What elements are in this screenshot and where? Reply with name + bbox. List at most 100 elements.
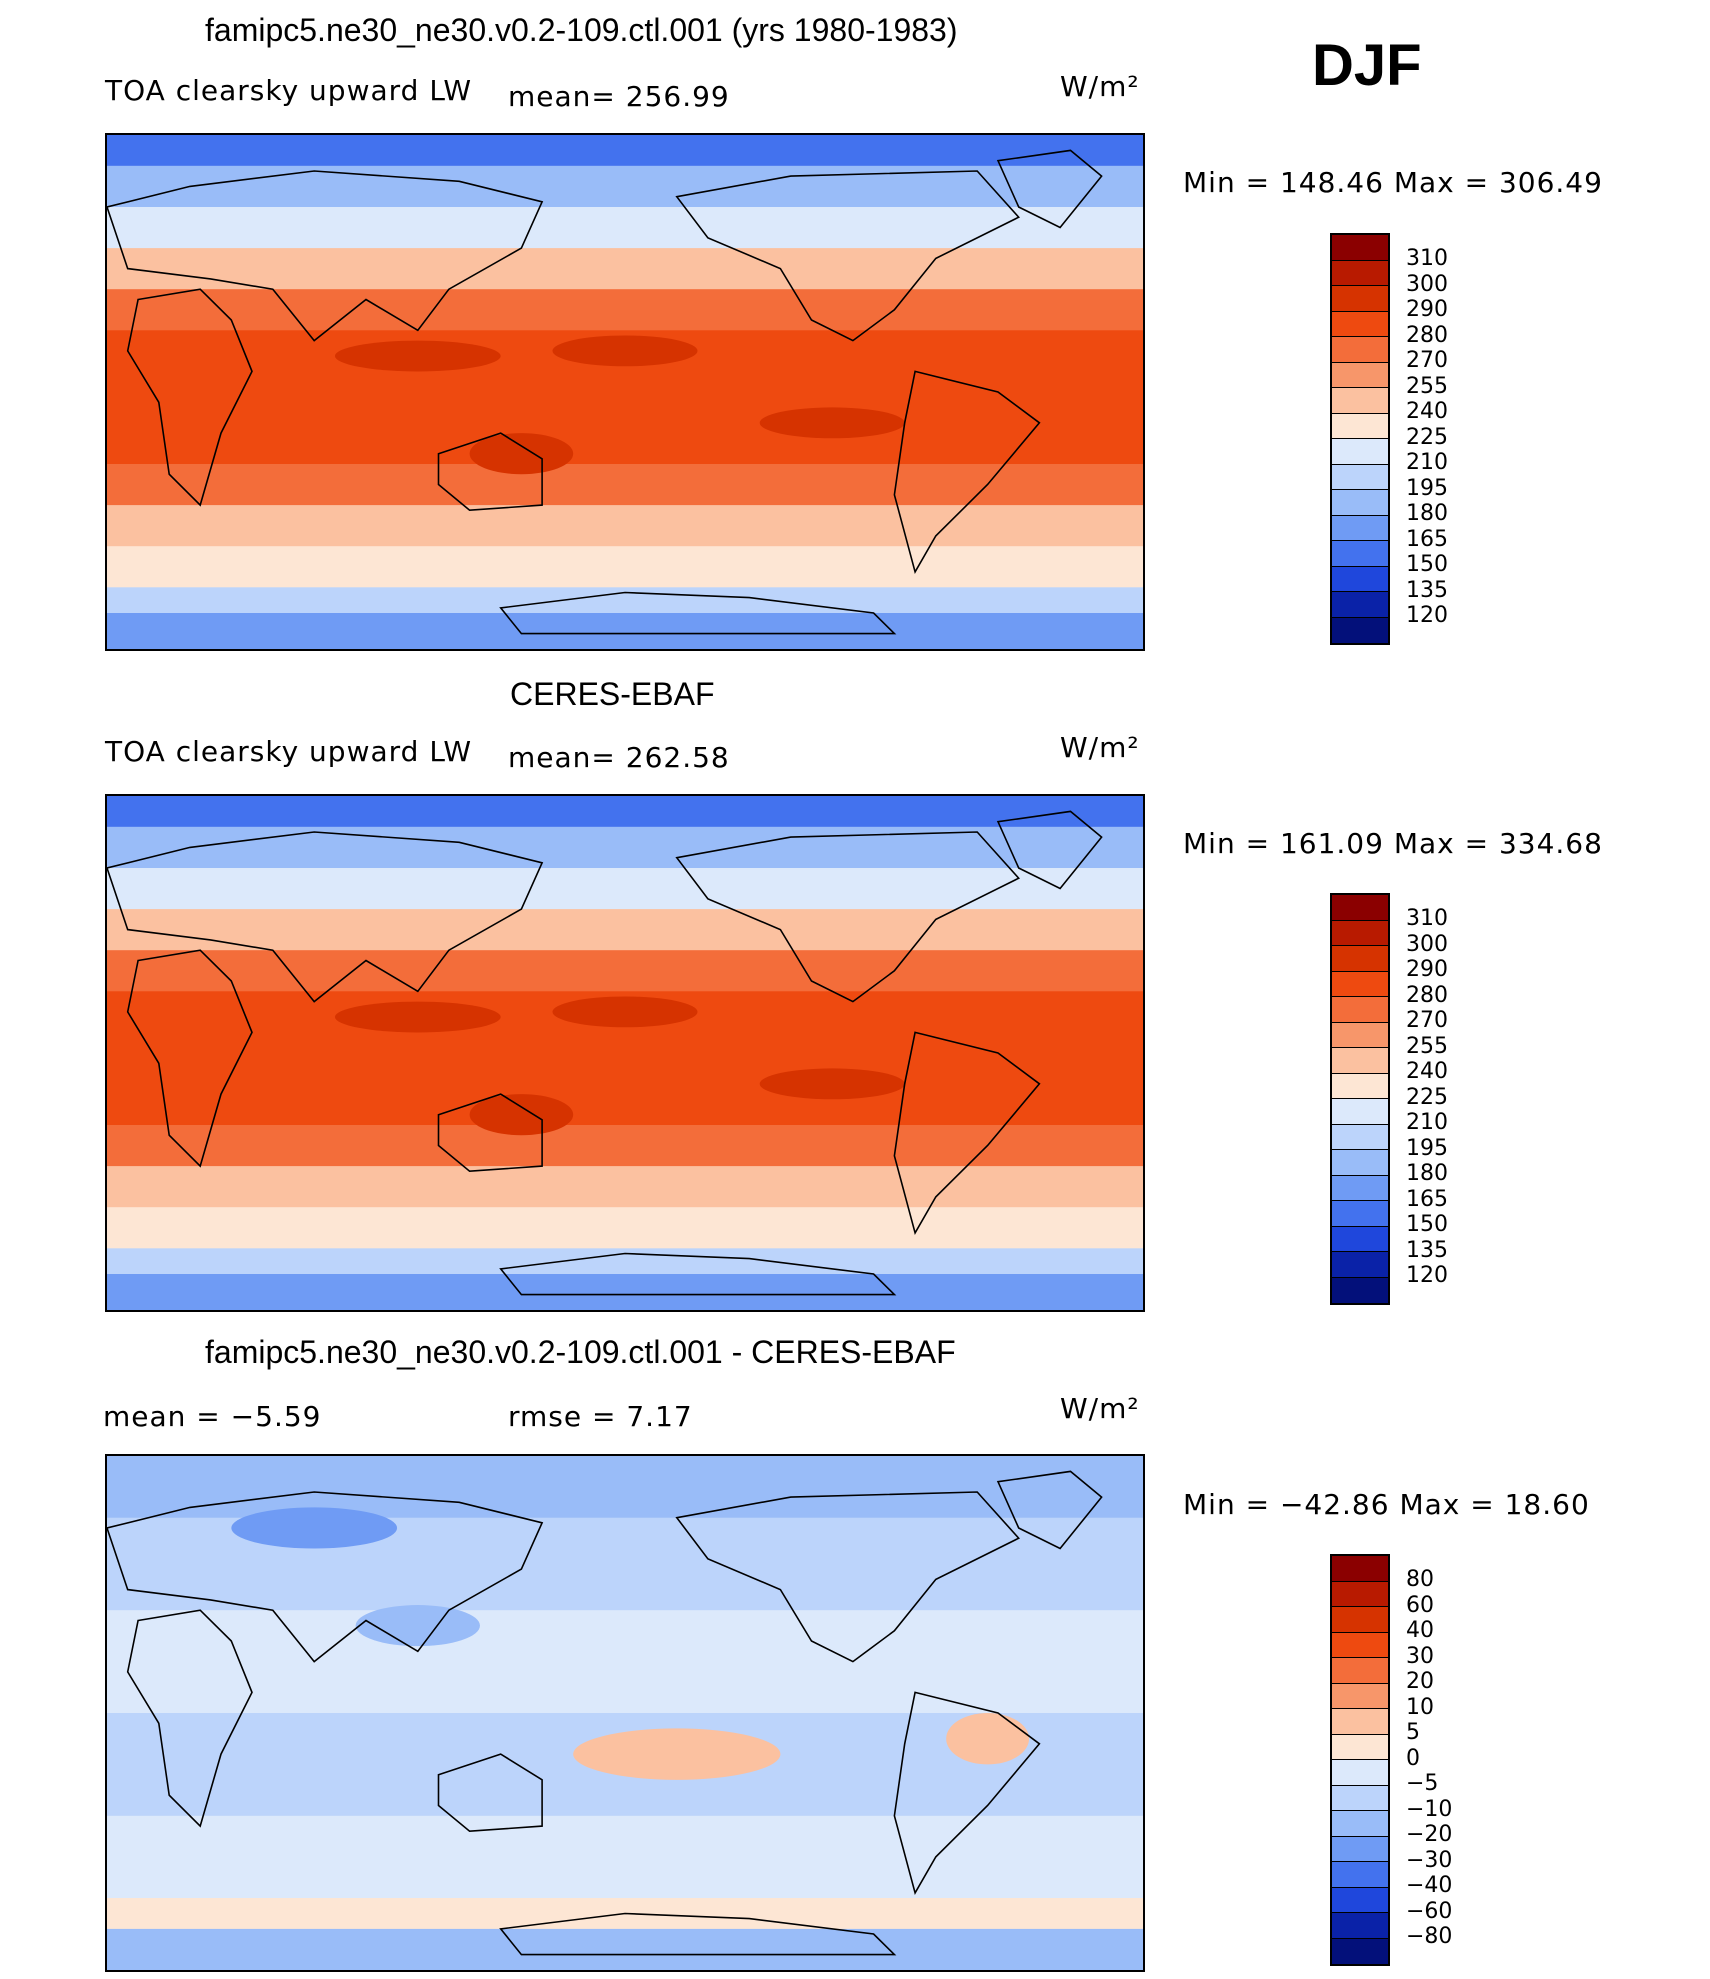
map-field-band: [107, 1248, 1143, 1275]
panel-model-colorbar-labels: 310 300 290 280 270 255 240 225 210 195 180 165 150 1…: [1406, 246, 1448, 629]
map-canvas: [107, 135, 1143, 649]
coastline: [437, 1753, 543, 1833]
panel-obs-variable: TOA clearsky upward LW: [105, 735, 473, 768]
coastline: [675, 831, 1020, 1003]
map-field-band: [107, 165, 1143, 208]
coastline: [893, 370, 1041, 574]
map-field-band: [107, 950, 1143, 993]
map-field-band: [107, 392, 1143, 465]
panel-obs-units: W/m²: [1060, 731, 1140, 764]
coastline: [675, 170, 1020, 342]
map-field-anomaly: [231, 1507, 398, 1549]
colorbar-swatch: [1332, 286, 1388, 312]
map-field-band: [107, 248, 1143, 291]
map-field-band: [107, 1166, 1143, 1209]
map-field-band: [107, 1053, 1143, 1126]
colorbar-swatch: [1332, 1734, 1388, 1760]
coastline: [437, 1093, 543, 1173]
colorbar-tick-label: 40: [1406, 1618, 1434, 1643]
colorbar-tick-label: 10: [1406, 1694, 1434, 1720]
colorbar-swatch: [1332, 1913, 1388, 1939]
colorbar-tick-label: 310: [1406, 246, 1448, 271]
colorbar-swatch: [1332, 566, 1388, 592]
map-field-band: [107, 546, 1143, 589]
colorbar-swatch: [1332, 1862, 1388, 1888]
colorbar-tick-label: 255: [1406, 373, 1448, 399]
map-field-band: [107, 505, 1143, 548]
map-field-band: [107, 1274, 1143, 1310]
map-field-band: [107, 909, 1143, 952]
colorbar-tick-label: 310: [1406, 906, 1448, 931]
map-field-anomaly: [946, 1713, 1030, 1765]
coastline: [996, 149, 1103, 229]
colorbar-tick-label: 225: [1406, 1084, 1448, 1110]
map-field-band: [107, 1928, 1143, 1970]
colorbar-swatch: [1332, 1048, 1388, 1074]
colorbar-swatch: [1332, 1938, 1388, 1964]
panel-diff-map: [105, 1454, 1145, 1972]
colorbar-tick-label: 195: [1406, 475, 1448, 501]
map-field-anomaly: [355, 1605, 480, 1647]
colorbar-swatch: [1332, 1785, 1388, 1811]
colorbar-tick-label: 255: [1406, 1033, 1448, 1059]
colorbar-swatch: [1332, 1252, 1388, 1278]
colorbar-tick-label: 135: [1406, 577, 1448, 603]
colorbar-swatch: [1332, 235, 1388, 261]
map-field-band: [107, 464, 1143, 507]
panel-model-mean: mean= 256.99: [508, 80, 730, 113]
colorbar-tick-label: 5: [1406, 1720, 1420, 1745]
colorbar-swatch: [1332, 1811, 1388, 1837]
colorbar-tick-label: −5: [1406, 1771, 1439, 1796]
colorbar-tick-label: 225: [1406, 424, 1448, 450]
panel-model-minmax: Min = 148.46 Max = 306.49: [1183, 166, 1603, 199]
panel-diff-title: famipc5.ne30_ne30.v0.2-109.ctl.001 - CER…: [205, 1334, 956, 1370]
colorbar-tick-label: 165: [1406, 1186, 1448, 1212]
colorbar-swatch: [1332, 592, 1388, 618]
panel-model-colorbar: [1330, 233, 1390, 645]
colorbar-tick-label: 120: [1406, 1263, 1448, 1288]
colorbar-swatch: [1332, 1658, 1388, 1684]
map-field-band: [107, 868, 1143, 911]
colorbar-swatch: [1332, 1632, 1388, 1658]
coastline: [996, 1470, 1103, 1550]
colorbar-tick-label: 180: [1406, 501, 1448, 526]
colorbar-tick-label: 0: [1406, 1745, 1420, 1771]
map-field-band: [107, 826, 1143, 869]
colorbar-tick-label: 20: [1406, 1669, 1434, 1694]
colorbar-swatch: [1332, 946, 1388, 972]
panel-diff-units: W/m²: [1060, 1392, 1140, 1425]
colorbar-tick-label: 240: [1406, 1059, 1448, 1084]
colorbar-tick-label: 280: [1406, 322, 1448, 348]
colorbar-tick-label: −10: [1406, 1796, 1453, 1822]
panel-obs-colorbar: [1330, 893, 1390, 1305]
colorbar-tick-label: 290: [1406, 297, 1448, 322]
panel-obs-mean: mean= 262.58: [508, 741, 730, 774]
colorbar-tick-label: 300: [1406, 931, 1448, 957]
colorbar-swatch: [1332, 337, 1388, 363]
colorbar-swatch: [1332, 1607, 1388, 1633]
colorbar-swatch: [1332, 311, 1388, 337]
colorbar-swatch: [1332, 490, 1388, 516]
map-field-band: [107, 1456, 1143, 1519]
map-field-band: [107, 1125, 1143, 1168]
map-field-band: [107, 1610, 1143, 1714]
coastline: [126, 288, 253, 507]
colorbar-tick-label: 270: [1406, 1008, 1448, 1033]
colorbar-tick-label: 300: [1406, 271, 1448, 297]
map-field-band: [107, 796, 1143, 828]
colorbar-swatch: [1332, 388, 1388, 414]
panel-diff-colorbar-labels: 80 60 40 30 20 10 5 0 −5 −10 −20 −30 −40 −60 −80: [1406, 1567, 1452, 1950]
colorbar-swatch: [1332, 260, 1388, 286]
panel-diff-rmse: rmse = 7.17: [508, 1400, 693, 1433]
panel-model-title: famipc5.ne30_ne30.v0.2-109.ctl.001 (yrs …: [205, 12, 958, 48]
map-field-anomaly: [334, 340, 501, 372]
colorbar-swatch: [1332, 1099, 1388, 1125]
colorbar-swatch: [1332, 1150, 1388, 1176]
colorbar-swatch: [1332, 1581, 1388, 1607]
map-field-band: [107, 1815, 1143, 1899]
coastline: [107, 170, 544, 342]
coastline: [107, 1491, 544, 1663]
colorbar-swatch: [1332, 997, 1388, 1023]
map-field-anomaly: [759, 407, 905, 439]
colorbar-tick-label: 210: [1406, 450, 1448, 475]
